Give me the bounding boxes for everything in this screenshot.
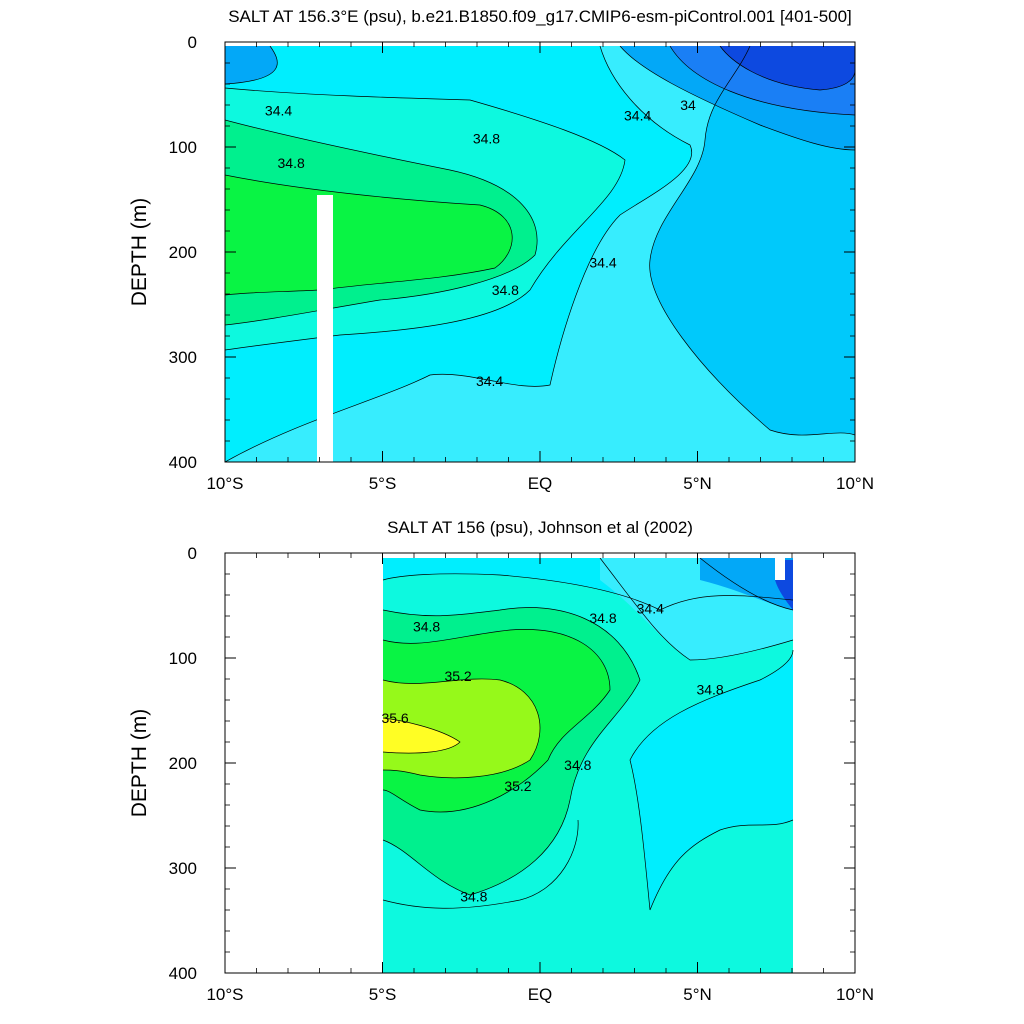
top-axes: 10°S 5°S EQ 5°N 10°N 0 100 200 300 400 — [169, 33, 874, 493]
top-y-axis-label: DEPTH (m) — [128, 198, 151, 307]
bottom-x-tick-label: EQ — [528, 985, 553, 1004]
top-x-tick-label: 5°N — [683, 474, 712, 493]
top-contour-label: 34.4 — [589, 255, 616, 271]
bottom-contour-label: 35.6 — [381, 710, 408, 726]
top-y-tick-label: 200 — [169, 243, 197, 262]
top-contour-label: 34.8 — [492, 282, 519, 298]
bottom-chart-title: SALT AT 156 (psu), Johnson et al (2002) — [387, 518, 693, 537]
top-contour-lines — [225, 45, 855, 462]
bottom-y-tick-label: 100 — [169, 649, 197, 668]
top-band-33-6 — [720, 46, 855, 90]
bottom-y-tick-label: 400 — [169, 964, 197, 983]
top-y-tick-label: 100 — [169, 138, 197, 157]
bottom-x-tick-label: 10°N — [836, 985, 874, 1004]
bottom-y-tick-label: 300 — [169, 859, 197, 878]
bottom-contour-label: 35.2 — [444, 668, 471, 684]
top-contour-label: 34 — [680, 97, 696, 113]
top-contour-label: 34.8 — [278, 155, 305, 171]
bottom-x-tick-label: 5°S — [369, 985, 397, 1004]
bottom-axes: 10°S 5°S EQ 5°N 10°N 0 100 200 300 400 — [169, 544, 874, 1004]
bottom-missing-cell — [775, 553, 785, 580]
top-missing-column — [317, 195, 333, 462]
top-contour-label: 34.4 — [265, 102, 292, 118]
top-contour-label: 34.8 — [473, 131, 500, 147]
bot-band-35-6 — [383, 718, 460, 754]
top-contour-label: 34.4 — [624, 108, 651, 124]
bottom-x-tick-label: 5°N — [683, 985, 712, 1004]
bottom-contour-label: 34.8 — [696, 682, 723, 698]
bottom-contour-label: 34.8 — [564, 757, 591, 773]
bot-band-34-6 — [383, 558, 793, 910]
top-x-tick-label: EQ — [528, 474, 553, 493]
bottom-contour-label: 34.8 — [589, 610, 616, 626]
bottom-contour-labels: 34.8 35.2 35.6 35.2 34.8 34.8 34.4 34.8 34.8 — [381, 601, 723, 905]
bottom-contour-label: 34.8 — [460, 888, 487, 904]
top-y-tick-label: 300 — [169, 348, 197, 367]
top-y-tick-label: 400 — [169, 453, 197, 472]
top-chart-title: SALT AT 156.3°E (psu), b.e21.B1850.f09_g… — [228, 7, 852, 26]
top-x-tick-label: 5°S — [369, 474, 397, 493]
top-contour-label: 34.4 — [476, 373, 503, 389]
bottom-y-tick-label: 0 — [188, 544, 197, 563]
top-band-34-0-left — [225, 46, 278, 84]
bottom-contour-label: 35.2 — [504, 778, 531, 794]
bottom-y-axis-label: DEPTH (m) — [128, 709, 151, 818]
top-x-tick-label: 10°N — [836, 474, 874, 493]
bottom-x-tick-label: 10°S — [206, 985, 243, 1004]
bottom-surface-gap — [383, 553, 793, 558]
bottom-contour-label: 34.8 — [413, 619, 440, 635]
top-y-tick-label: 0 — [188, 33, 197, 52]
bottom-contour-lines — [382, 557, 794, 911]
bottom-y-tick-label: 200 — [169, 754, 197, 773]
bottom-contour-label: 34.4 — [637, 601, 664, 617]
bot-band-34-0 — [700, 558, 793, 610]
top-x-tick-label: 10°S — [206, 474, 243, 493]
top-band-35-2 — [225, 175, 513, 295]
top-contour-labels: 34.4 34.8 34.8 34.8 34.4 34 34.4 34.4 — [265, 97, 696, 389]
